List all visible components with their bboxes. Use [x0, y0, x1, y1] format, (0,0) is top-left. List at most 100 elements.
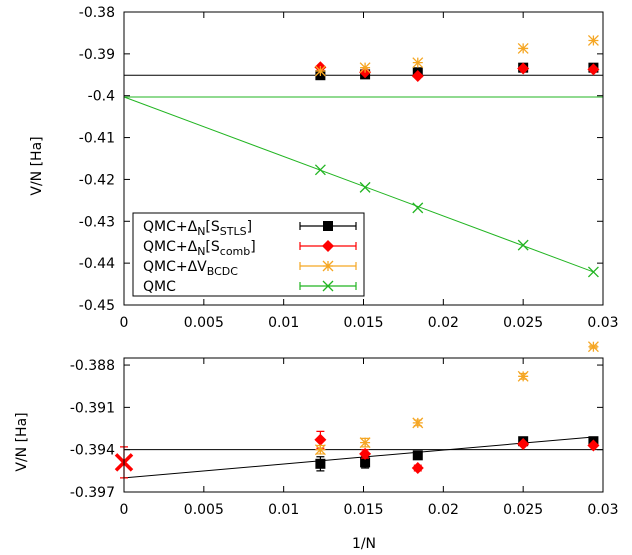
legend-label-stls: QMC+ΔN[SSTLS] [143, 219, 252, 238]
top-bcdc-point-4-shape [587, 35, 599, 46]
bottom-bcdc-point-4-shape [587, 341, 599, 353]
bottom-stls-point-2 [412, 450, 423, 461]
bottom-xtick-label-6: 0.03 [587, 502, 618, 518]
bottom-bcdc-point-4 [587, 341, 599, 353]
top-comb-point-3-shape [517, 62, 530, 75]
top-bcdc-point-1 [359, 62, 371, 74]
bottom-comb-point-0-shape [314, 433, 327, 446]
bottom-bcdc-point-3 [517, 370, 529, 382]
top-ytick-label-0: -0.38 [79, 5, 115, 21]
bottom-comb-point-1 [359, 447, 372, 460]
bottom-ytick-label-2: -0.394 [70, 443, 115, 459]
bottom-plot-frame [123, 357, 604, 493]
top-ytick-label-5: -0.43 [79, 214, 115, 230]
bottom-bcdc-point-3-shape [517, 370, 529, 382]
top-plot-frame [123, 11, 604, 306]
bottom-comb-point-4 [587, 439, 600, 452]
bottom-xtick-label-1: 0.005 [184, 502, 224, 518]
top-bcdc-point-0-shape [314, 65, 326, 77]
bottom-line-1 [124, 436, 594, 479]
bottom-bcdc-point-0 [314, 444, 326, 456]
bottom-bcdc-point-2 [412, 417, 424, 429]
bottom-comb-point-3 [517, 438, 530, 451]
top-xtick-label-2: 0.01 [268, 315, 299, 331]
bottom-stls-point-2-shape [412, 450, 423, 461]
top-ytick-label-2: -0.4 [88, 89, 115, 105]
top-comb-point-3 [517, 62, 530, 75]
legend-marker-bcdc [322, 260, 334, 272]
top-bcdc-point-2 [412, 57, 424, 69]
legend-label-comb: QMC+ΔN[Scomb] [143, 239, 256, 258]
legend-marker-comb-shape [322, 240, 334, 252]
legend-marker-qmc-shape [322, 280, 334, 292]
bottom-comb-point-4-shape [587, 439, 600, 452]
bottom-comb-point-3-shape [517, 438, 530, 451]
top-comb-point-2-shape [411, 70, 424, 83]
top-qmc-point-4-shape [587, 266, 599, 278]
top-qmc-point-0 [314, 164, 326, 176]
legend-marker-stls-shape [323, 221, 333, 231]
bottom-comb-point-2-shape [411, 462, 424, 475]
top-panel: V/N [Ha] 0 0.005 0.01 0.015 0.02 0.025 0.03 -0.… [29, 5, 619, 331]
bottom-comb-point-2 [411, 462, 424, 475]
top-bcdc-point-3 [517, 42, 529, 54]
bottom-stls-point-0 [315, 458, 326, 469]
bottom-comb-point-1-shape [359, 447, 372, 460]
top-qmc-point-1 [359, 181, 371, 193]
top-qmc-point-3-shape [517, 239, 529, 251]
bottom-xtick-label-3: 0.015 [343, 502, 383, 518]
top-ytick-label-6: -0.44 [79, 256, 115, 272]
legend-marker-stls [323, 221, 333, 231]
top-comb-point-4-shape [587, 63, 600, 76]
legend-label-qmc: QMC [143, 279, 176, 295]
bottom-xlabel: 1/N [352, 536, 376, 552]
top-xtick-label-6: 0.03 [587, 315, 618, 331]
legend-label-bcdc: QMC+ΔVBCDC [143, 259, 238, 278]
top-ytick-label-4: -0.42 [79, 172, 115, 188]
legend-marker-comb [322, 240, 334, 252]
top-xtick-label-4: 0.02 [428, 315, 459, 331]
top-bcdc-point-1-shape [359, 62, 371, 74]
bottom-stls-point-1-shape [360, 457, 371, 468]
top-qmc-point-0-shape [314, 164, 326, 176]
bottom-ytick-label-0: -0.388 [70, 358, 115, 374]
bottom-panel: V/N [Ha] 1/N 0 0.005 0.01 0.015 0.02 0.025 0.0… [14, 341, 619, 552]
top-qmc-point-1-shape [359, 181, 371, 193]
top-ylabel: V/N [Ha] [29, 136, 45, 195]
top-bcdc-point-2-shape [412, 57, 424, 69]
top-bcdc-point-3-shape [517, 42, 529, 54]
bottom-xtick-label-4: 0.02 [428, 502, 459, 518]
top-comb-point-4 [587, 63, 600, 76]
bottom-ytick-label-3: -0.397 [70, 485, 115, 501]
top-ytick-label-3: -0.41 [79, 131, 115, 147]
bottom-bcdc-point-1-shape [359, 437, 371, 449]
top-bcdc-point-0 [314, 65, 326, 77]
top-xtick-label-1: 0.005 [184, 315, 224, 331]
top-xtick-label-5: 0.025 [503, 315, 543, 331]
top-xtick-label-3: 0.015 [343, 315, 383, 331]
bottom-bcdc-point-1 [359, 437, 371, 449]
bottom-ylabel: V/N [Ha] [14, 412, 30, 471]
bottom-ytick-label-1: -0.391 [70, 400, 115, 416]
top-qmc-point-2-shape [412, 202, 424, 214]
legend-marker-qmc [322, 280, 334, 292]
legend-marker-bcdc-shape [322, 260, 334, 272]
top-qmc-point-4 [587, 266, 599, 278]
bottom-stls-point-0-shape [315, 458, 326, 469]
bottom-bcdc-point-0-shape [314, 444, 326, 456]
top-ytick-label-1: -0.39 [79, 47, 115, 63]
top-ytick-label-7: -0.45 [79, 298, 115, 314]
top-xtick-label-0: 0 [120, 315, 129, 331]
top-qmc-point-3 [517, 239, 529, 251]
top-line-2 [124, 96, 594, 273]
top-bcdc-point-4 [587, 35, 599, 46]
bottom-xtick-label-0: 0 [120, 502, 129, 518]
bottom-xtick-label-2: 0.01 [268, 502, 299, 518]
bottom-bcdc-point-2-shape [412, 417, 424, 429]
top-comb-point-2 [411, 70, 424, 83]
top-qmc-point-2 [412, 202, 424, 214]
bottom-xtick-label-5: 0.025 [503, 502, 543, 518]
bottom-comb-point-0 [314, 433, 327, 446]
